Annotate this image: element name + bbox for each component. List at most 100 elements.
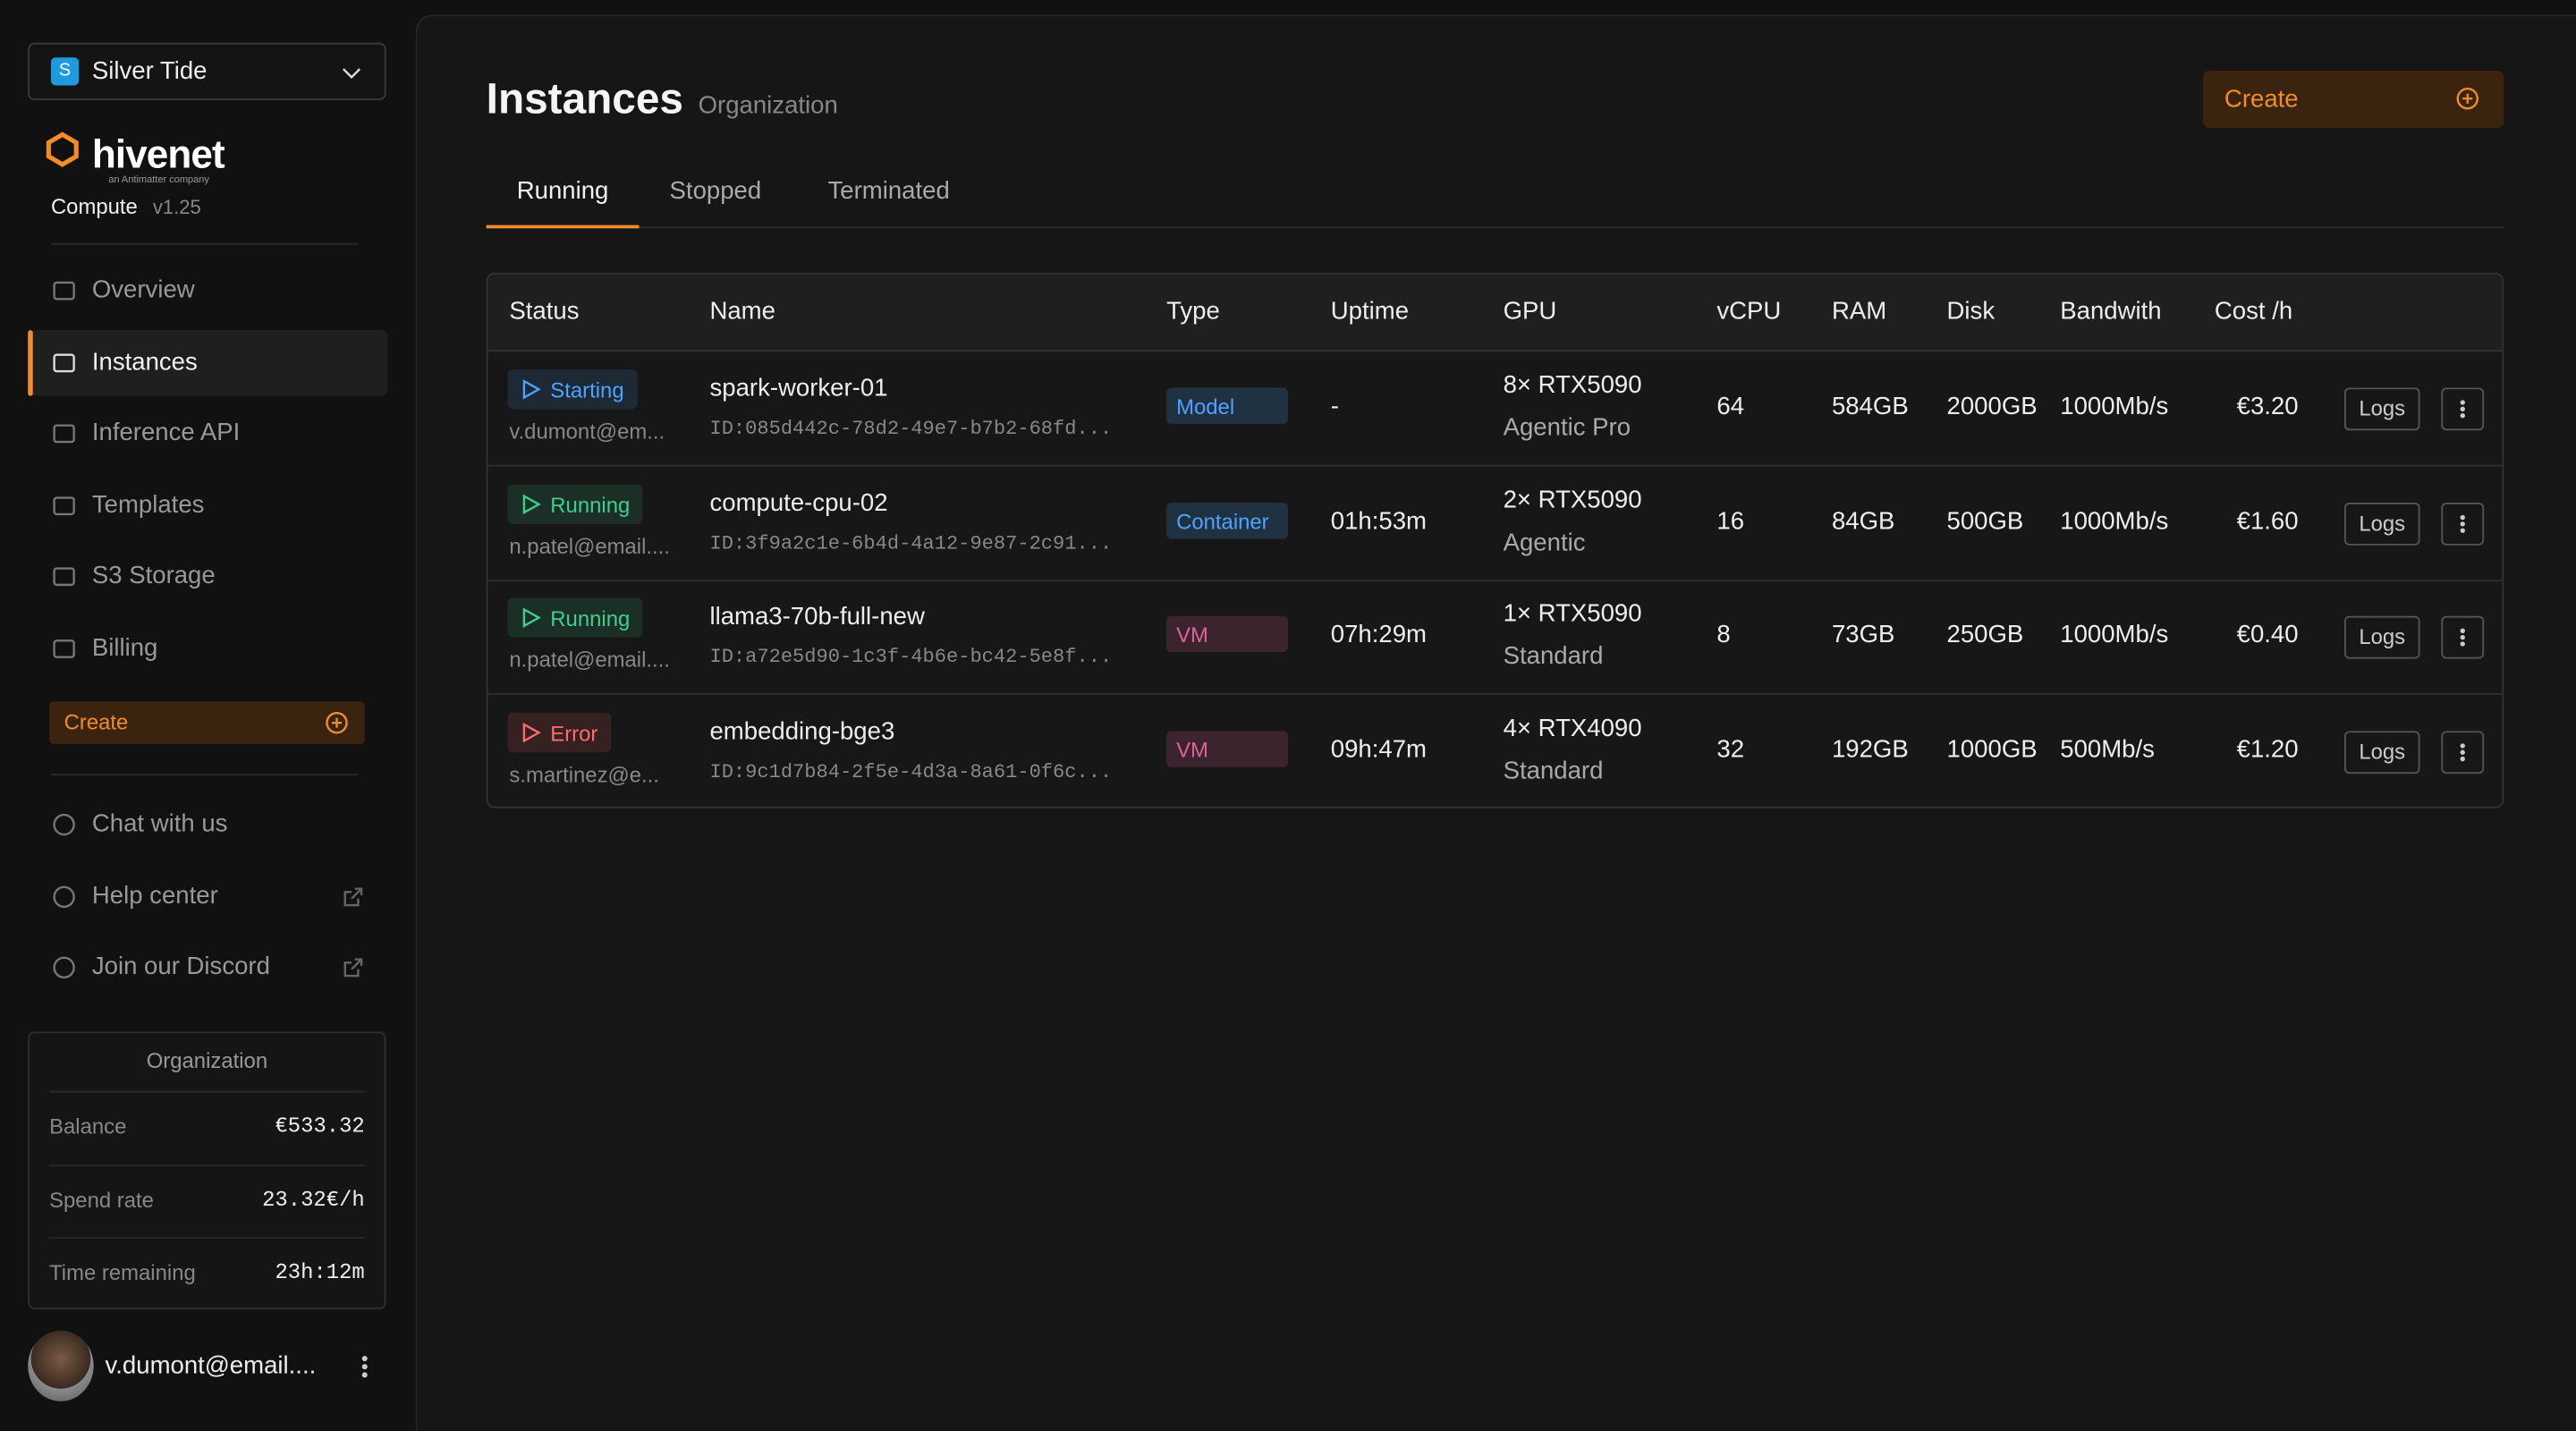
cost: €1.20 — [2236, 736, 2299, 765]
product-name: Compute — [50, 193, 138, 219]
uptime: 07h:29m — [1330, 622, 1427, 650]
icon — [518, 377, 544, 402]
stat-label: Spend rate — [49, 1187, 154, 1212]
support-label: Join our Discord — [91, 953, 270, 981]
stat-value: 23h:12m — [275, 1260, 365, 1286]
nav-label: Overview — [91, 275, 195, 304]
vcpu: 16 — [1716, 506, 1745, 536]
type-badge: Container — [1166, 502, 1288, 538]
icon — [44, 131, 80, 168]
brand-tagline: an Antimatter company — [108, 175, 209, 186]
logs-button[interactable]: Logs — [2344, 387, 2420, 431]
divider — [49, 1164, 365, 1166]
gpu: 8× RTX5090 — [1503, 371, 1642, 400]
logs-label: Logs — [2359, 395, 2406, 421]
ram: 192GB — [1831, 736, 1909, 765]
nav-label: Templates — [91, 490, 205, 520]
instance-id: ID:085d442c-78d2-49e7-b7b2-68fd... — [709, 417, 1113, 441]
gpu-tier: Standard — [1503, 757, 1604, 786]
instance-name[interactable]: llama3-70b-full-new — [709, 603, 925, 632]
tab[interactable]: Running — [487, 165, 640, 227]
tab[interactable]: Terminated — [792, 165, 986, 227]
column-header: Disk — [1946, 297, 1996, 326]
table-row: Starting v.dumont@em... spark-worker-01 ID:… — [487, 351, 2503, 467]
logs-button[interactable]: Logs — [2344, 731, 2420, 775]
ram: 584GB — [1831, 392, 1909, 421]
instance-name[interactable]: compute-cpu-02 — [709, 488, 888, 517]
create-button[interactable]: Create — [49, 701, 365, 745]
status-badge: Running — [507, 484, 643, 524]
nav-item[interactable]: Overview — [28, 258, 387, 323]
logs-button[interactable]: Logs — [2344, 616, 2420, 660]
type-badge: Model — [1166, 387, 1288, 424]
gpu: 4× RTX4090 — [1503, 715, 1642, 743]
tab-rule — [486, 226, 2504, 229]
gpu: 2× RTX5090 — [1503, 486, 1642, 514]
logs-label: Logs — [2359, 624, 2406, 650]
column-header: GPU — [1503, 297, 1557, 326]
icon — [338, 59, 364, 85]
status-badge: Running — [507, 598, 643, 639]
type-label: VM — [1176, 622, 1208, 648]
column-header: Uptime — [1330, 297, 1410, 326]
icon — [51, 349, 77, 375]
nav-item[interactable]: Billing — [28, 616, 387, 682]
type-label: VM — [1176, 737, 1208, 763]
cost: €3.20 — [2236, 392, 2299, 421]
product-version: v1.25 — [152, 195, 201, 219]
instance-id: ID:3f9a2c1e-6b4d-4a12-9e87-2c91... — [709, 531, 1113, 555]
icon — [51, 811, 77, 837]
bandwidth: 1000Mb/s — [2060, 622, 2169, 650]
cost: €1.60 — [2236, 506, 2299, 536]
uptime: - — [1330, 392, 1339, 421]
create-button[interactable]: Create — [2203, 70, 2504, 129]
icon — [51, 493, 77, 519]
page-title: Instances — [486, 73, 683, 123]
row-menu-button[interactable] — [2441, 502, 2485, 546]
gpu-tier: Agentic — [1503, 528, 1586, 557]
row-menu-button[interactable] — [2441, 387, 2485, 431]
icon[interactable] — [352, 1353, 377, 1379]
vcpu: 64 — [1716, 392, 1745, 421]
nav-item[interactable]: Inference API — [28, 402, 387, 467]
logs-button[interactable]: Logs — [2344, 502, 2420, 546]
gpu-tier: Standard — [1503, 642, 1604, 672]
icon — [2450, 740, 2476, 766]
column-header: Status — [509, 297, 580, 326]
icon — [324, 709, 350, 735]
cost: €0.40 — [2236, 622, 2299, 650]
nav-item[interactable]: Instances — [28, 329, 388, 395]
instance-name[interactable]: spark-worker-01 — [709, 374, 888, 402]
disk: 1000GB — [1946, 736, 2038, 765]
support-link[interactable]: Chat with us — [28, 792, 387, 857]
column-header: Name — [709, 297, 775, 326]
active-indicator — [28, 329, 33, 395]
icon — [340, 883, 366, 909]
disk: 2000GB — [1946, 392, 2038, 421]
support-label: Chat with us — [91, 809, 228, 838]
icon — [2450, 511, 2476, 537]
nav-item[interactable]: Templates — [28, 473, 387, 538]
org-selector[interactable]: S Silver Tide — [28, 42, 386, 101]
instance-name[interactable]: embedding-bge3 — [709, 717, 895, 747]
support-link[interactable]: Join our Discord — [28, 935, 387, 1000]
logs-label: Logs — [2359, 510, 2406, 536]
tab[interactable]: Stopped — [639, 165, 792, 227]
table-row: Error s.martinez@e... embedding-bge3 ID:9c1… — [488, 695, 2503, 807]
type-badge: VM — [1166, 616, 1288, 653]
status-label: Running — [550, 492, 631, 517]
row-menu-button[interactable] — [2441, 731, 2485, 775]
gpu-tier: Agentic Pro — [1503, 413, 1631, 443]
icon — [2454, 86, 2480, 112]
org-panel: Organization Balance €533.32 Spend rate 23.3… — [28, 1031, 386, 1309]
user-email: v.dumont@email.... — [105, 1351, 317, 1380]
type-label: Container — [1176, 508, 1269, 534]
support-link[interactable]: Help center — [28, 863, 387, 928]
nav-label: Inference API — [91, 419, 241, 447]
divider — [50, 242, 359, 245]
nav-item[interactable]: S3 Storage — [28, 545, 387, 610]
divider — [50, 774, 359, 775]
row-menu-button[interactable] — [2441, 616, 2485, 660]
type-label: Model — [1176, 394, 1235, 419]
